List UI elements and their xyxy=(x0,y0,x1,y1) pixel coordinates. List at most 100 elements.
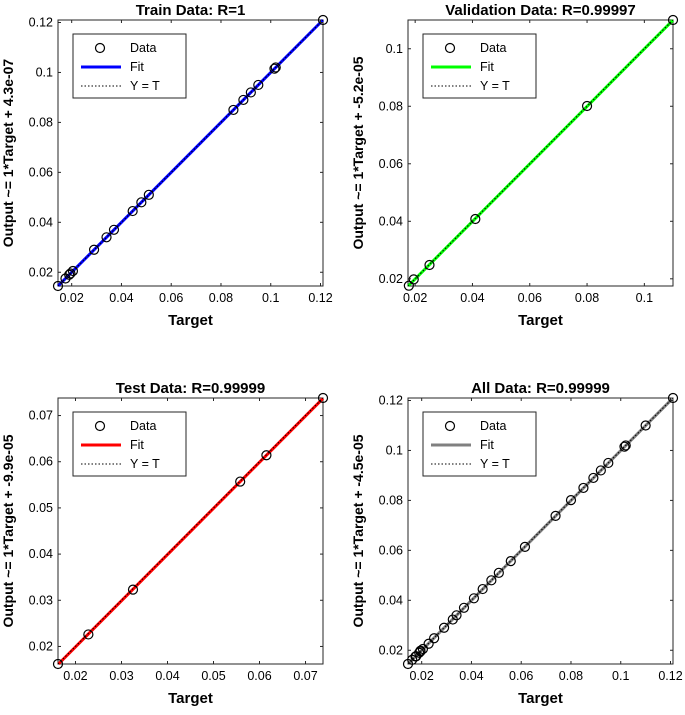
x-tick-label: 0.02 xyxy=(403,291,427,305)
legend-label: Y = T xyxy=(130,457,160,471)
y-tick-label: 0.08 xyxy=(29,115,53,129)
data-point xyxy=(588,472,599,484)
plot-panel-3: 0.02 0.03 0.04 0.05 0.06 0.07 0.02 0.03 0.04 0.05… xyxy=(0,380,329,707)
data-point xyxy=(261,450,272,461)
legend-label: Fit xyxy=(130,438,144,452)
y-equals-t-line xyxy=(407,19,674,287)
x-tick-label: 0.12 xyxy=(308,291,332,305)
x-tick-label: 0.02 xyxy=(63,669,87,683)
data-point xyxy=(408,274,419,285)
legend-label: Y = T xyxy=(480,457,510,471)
legend: Data Fit Y = T xyxy=(422,33,537,99)
data-point xyxy=(228,104,239,116)
data-point xyxy=(493,567,504,578)
y-tick-label: 0.02 xyxy=(379,643,403,657)
legend-data-marker xyxy=(444,42,456,54)
data-point xyxy=(423,638,434,649)
plot-title: Test Data: R=0.99999 xyxy=(116,380,265,397)
y-tick-label: 0.04 xyxy=(379,593,403,607)
y-axis-label: Output ~= 1*Target + -9.9e-05 xyxy=(0,434,16,627)
y-tick-label: 0.05 xyxy=(29,501,53,515)
plot-panel-4: 0.02 0.04 0.06 0.08 0.1 0.12 0.02 0.04 0.06 0.08 0… xyxy=(350,380,683,707)
x-tick-label: 0.1 xyxy=(612,669,629,683)
data-point xyxy=(67,265,79,277)
y-tick-label: 0.08 xyxy=(379,99,403,113)
x-tick-label: 0.08 xyxy=(559,669,583,683)
y-axis-label: Output ~= 1*Target + -4.5e-05 xyxy=(350,434,366,627)
y-tick-label: 0.1 xyxy=(386,42,403,56)
data-point xyxy=(470,213,481,225)
y-tick-label: 0.1 xyxy=(386,443,403,457)
y-tick-label: 0.04 xyxy=(29,215,53,229)
legend: Data Fit Y = T xyxy=(72,33,187,99)
x-tick-label: 0.1 xyxy=(636,291,653,305)
data-point xyxy=(414,647,425,658)
x-tick-label: 0.12 xyxy=(658,669,682,683)
y-tick-label: 0.06 xyxy=(379,543,403,557)
x-tick-label: 0.02 xyxy=(410,669,434,683)
y-tick-label: 0.06 xyxy=(29,455,53,469)
data-point xyxy=(235,476,246,487)
x-tick-label: 0.04 xyxy=(155,669,179,683)
data-point xyxy=(136,197,147,208)
x-tick-label: 0.04 xyxy=(109,291,133,305)
data-point xyxy=(52,280,64,292)
legend-label: Fit xyxy=(130,60,144,74)
data-point xyxy=(595,465,606,476)
legend-label: Y = T xyxy=(480,79,510,93)
y-tick-label: 0.06 xyxy=(379,157,403,171)
data-point xyxy=(64,269,75,280)
data-point xyxy=(269,63,280,74)
x-tick-label: 0.1 xyxy=(262,291,279,305)
plot-title: Train Data: R=1 xyxy=(136,2,246,19)
data-point xyxy=(245,87,256,98)
data-point xyxy=(505,555,516,567)
data-point xyxy=(270,62,281,73)
x-tick-label: 0.03 xyxy=(109,669,133,683)
data-point xyxy=(468,593,480,604)
data-point xyxy=(52,658,64,670)
data-point xyxy=(415,645,426,656)
y-tick-label: 0.06 xyxy=(29,165,53,179)
data-point xyxy=(667,392,679,404)
x-axis-label: Target xyxy=(168,690,213,707)
y-tick-label: 0.07 xyxy=(29,409,53,423)
data-point xyxy=(253,79,264,91)
x-tick-label: 0.04 xyxy=(460,291,484,305)
data-point xyxy=(550,510,561,521)
plot-panel-2: 0.02 0.04 0.06 0.08 0.1 0.02 0.04 0.06 0.08 0.1 Va… xyxy=(350,2,679,329)
data-point xyxy=(424,259,435,271)
x-tick-label: 0.07 xyxy=(293,669,317,683)
legend-box xyxy=(72,411,187,477)
x-tick-label: 0.05 xyxy=(201,669,225,683)
data-point xyxy=(83,629,94,640)
data-point xyxy=(619,441,630,452)
legend-label: Y = T xyxy=(130,79,160,93)
x-tick-label: 0.06 xyxy=(518,291,542,305)
x-tick-label: 0.04 xyxy=(459,669,483,683)
legend-label: Data xyxy=(130,41,156,55)
data-point xyxy=(127,584,139,595)
data-point xyxy=(317,392,329,404)
y-axis-label: Output ~= 1*Target + 4.3e-07 xyxy=(0,59,16,248)
y-tick-label: 0.04 xyxy=(29,547,53,561)
data-point xyxy=(620,440,631,451)
plot-title: Validation Data: R=0.99997 xyxy=(445,2,636,19)
data-point xyxy=(438,622,450,633)
y-tick-label: 0.12 xyxy=(379,393,403,407)
data-point xyxy=(486,575,497,586)
data-point xyxy=(640,420,651,431)
data-point xyxy=(317,14,329,26)
plot-title: All Data: R=0.99999 xyxy=(471,380,610,397)
data-point xyxy=(403,280,414,291)
x-tick-label: 0.08 xyxy=(575,291,599,305)
data-point xyxy=(417,643,429,655)
data-point xyxy=(88,244,100,255)
x-axis-label: Target xyxy=(168,312,213,329)
y-tick-label: 0.1 xyxy=(36,65,53,79)
plot-panel-1: 0.02 0.04 0.06 0.08 0.1 0.12 0.02 0.04 0.06 0.08 0… xyxy=(0,2,333,329)
legend-label: Data xyxy=(480,419,506,433)
x-tick-label: 0.06 xyxy=(159,291,183,305)
data-point xyxy=(603,457,614,469)
